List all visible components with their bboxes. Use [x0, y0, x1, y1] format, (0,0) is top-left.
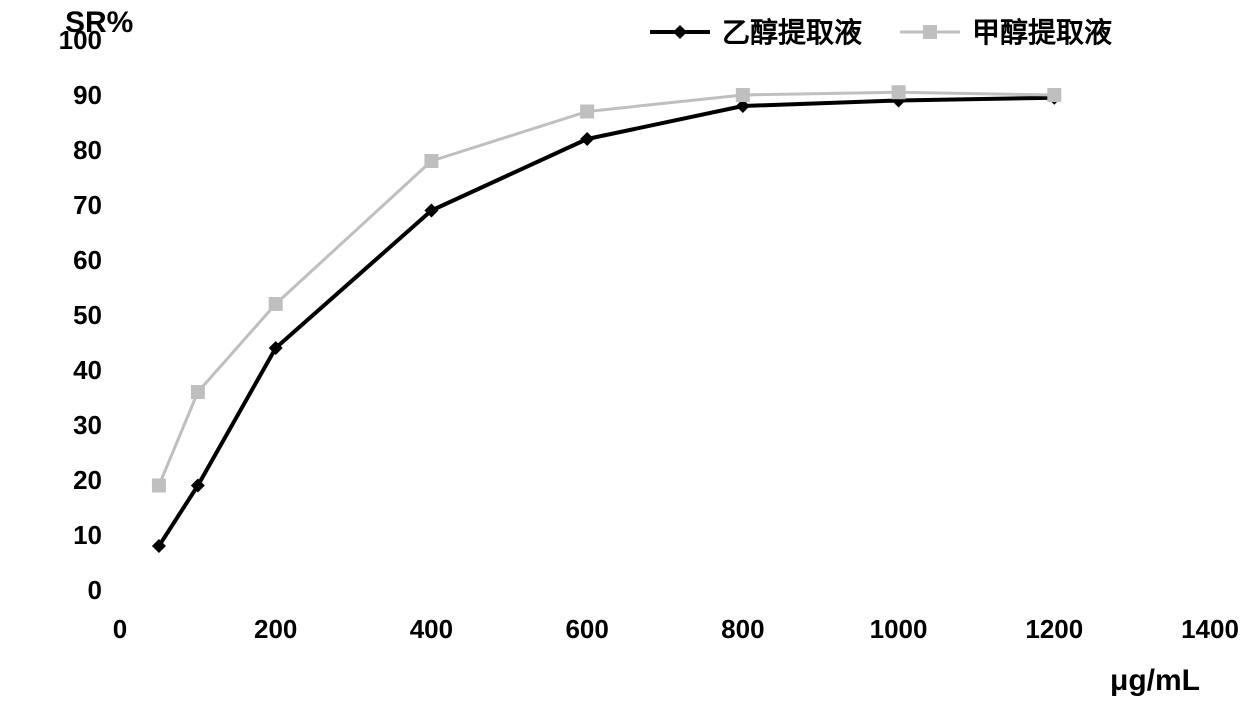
line-chart: 0102030405060708090100020040060080010001…	[0, 0, 1240, 707]
series-marker-methanol	[269, 297, 283, 311]
series-marker-methanol	[736, 88, 750, 102]
series-marker-methanol	[152, 479, 166, 493]
y-tick-label: 70	[73, 190, 102, 220]
x-axis-title: μg/mL	[1110, 664, 1200, 697]
x-tick-label: 200	[254, 614, 297, 644]
x-tick-label: 400	[410, 614, 453, 644]
y-tick-label: 60	[73, 245, 102, 275]
y-tick-label: 40	[73, 355, 102, 385]
chart-container: 0102030405060708090100020040060080010001…	[0, 0, 1240, 707]
series-marker-methanol	[580, 105, 594, 119]
y-tick-label: 90	[73, 80, 102, 110]
series-marker-methanol	[424, 154, 438, 168]
x-tick-label: 1400	[1181, 614, 1239, 644]
series-marker-methanol	[892, 85, 906, 99]
legend-label: 甲醇提取液	[972, 16, 1112, 48]
series-marker-methanol	[191, 385, 205, 399]
y-tick-label: 20	[73, 465, 102, 495]
y-tick-label: 80	[73, 135, 102, 165]
x-tick-label: 1200	[1025, 614, 1083, 644]
legend-label: 乙醇提取液	[722, 16, 862, 48]
x-tick-label: 1000	[870, 614, 928, 644]
x-tick-label: 600	[565, 614, 608, 644]
y-axis-title: SR%	[65, 6, 133, 39]
series-marker-methanol	[1047, 88, 1061, 102]
x-tick-label: 0	[113, 614, 127, 644]
y-tick-label: 10	[73, 520, 102, 550]
y-tick-label: 0	[88, 575, 102, 605]
x-tick-label: 800	[721, 614, 764, 644]
y-tick-label: 50	[73, 300, 102, 330]
legend-swatch-marker	[923, 25, 937, 39]
y-tick-label: 30	[73, 410, 102, 440]
